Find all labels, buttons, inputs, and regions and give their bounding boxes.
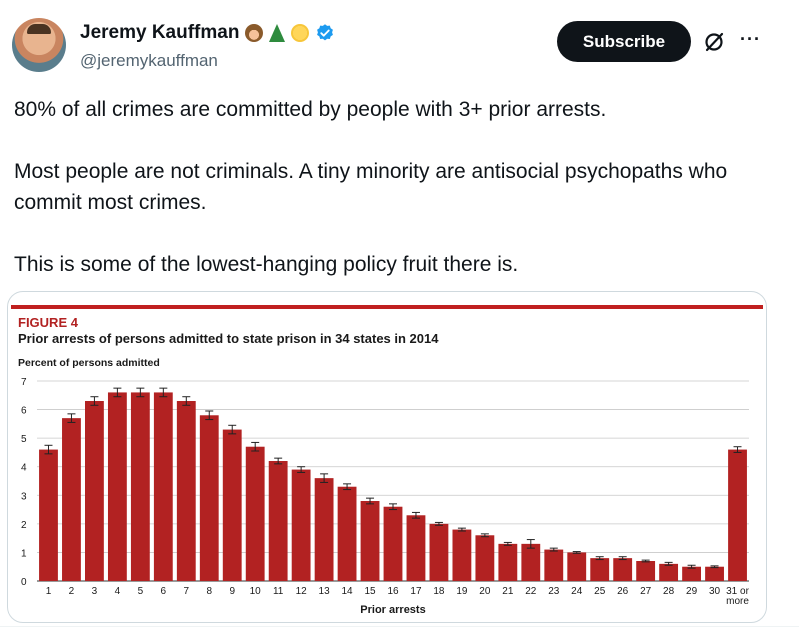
x-tick-label: 15: [364, 586, 376, 597]
tree-emoji: [269, 24, 286, 42]
bar-2: [62, 418, 81, 581]
chart-title: Prior arrests of persons admitted to sta…: [18, 331, 439, 346]
bar-6: [153, 392, 173, 581]
verified-badge-icon[interactable]: [315, 23, 335, 43]
x-tick-label: 1: [46, 586, 52, 597]
bar-12: [291, 469, 311, 581]
x-tick-label: 12: [296, 586, 308, 597]
x-tick-label: 14: [342, 586, 354, 597]
author-name[interactable]: Jeremy Kauffman: [80, 22, 240, 43]
bar-5: [130, 392, 150, 581]
divider: [0, 626, 799, 627]
bar-1: [39, 449, 58, 581]
x-axis-label: Prior arrests: [360, 604, 425, 616]
x-tick-label: more: [726, 596, 749, 607]
bar-9: [222, 429, 242, 581]
y-tick-label: 2: [21, 520, 27, 531]
bar-27: [636, 561, 656, 581]
y-tick-label: 4: [21, 463, 27, 474]
x-tick-label: 21: [502, 586, 514, 597]
bar-22: [521, 543, 541, 581]
tweet-media-chart[interactable]: FIGURE 4 Prior arrests of persons admitt…: [7, 291, 767, 623]
bar-16: [383, 506, 403, 581]
hedgehog-emoji: [245, 24, 264, 42]
y-tick-label: 5: [21, 434, 27, 445]
y-tick-label: 7: [21, 377, 27, 388]
bar-18: [429, 523, 449, 581]
grok-icon[interactable]: [702, 30, 726, 54]
x-tick-label: 23: [548, 586, 560, 597]
x-tick-label: 11: [273, 586, 284, 597]
bar-11: [268, 461, 288, 581]
x-tick-label: 10: [250, 586, 262, 597]
bar-24: [567, 552, 587, 581]
bar-7: [176, 401, 196, 581]
bar-29: [682, 566, 701, 581]
x-tick-label: 27: [640, 586, 652, 597]
bar-19: [452, 529, 472, 581]
x-tick-label: 20: [479, 586, 491, 597]
bar-30: [705, 566, 724, 581]
sun-emoji: [291, 24, 310, 42]
bar-26: [613, 558, 633, 581]
y-axis-label: Percent of persons admitted: [18, 357, 160, 369]
avatar[interactable]: [12, 18, 66, 72]
tweet-text: 80% of all crimes are committed by peopl…: [14, 94, 784, 280]
x-tick-label: 9: [229, 586, 235, 597]
author-name-row: Jeremy Kauffman: [80, 22, 335, 44]
y-tick-label: 0: [21, 577, 27, 588]
bar-28: [659, 563, 679, 581]
x-tick-label: 5: [138, 586, 144, 597]
x-tick-label: 26: [617, 586, 629, 597]
x-tick-label: 16: [387, 586, 399, 597]
more-options-icon[interactable]: ···: [740, 29, 761, 49]
x-tick-label: 8: [206, 586, 212, 597]
bar-17: [406, 515, 426, 581]
bar-10: [245, 446, 265, 581]
x-tick-label: 29: [686, 586, 698, 597]
x-tick-label: 7: [184, 586, 190, 597]
x-tick-label: 3: [92, 586, 98, 597]
x-tick-label: 24: [571, 586, 583, 597]
bar-14: [337, 486, 357, 581]
bar-20: [475, 535, 495, 581]
x-tick-label: 25: [594, 586, 606, 597]
bar-3: [85, 401, 104, 581]
bar-23: [544, 549, 564, 581]
x-tick-label: 19: [456, 586, 468, 597]
bar-13: [314, 478, 334, 581]
x-tick-label: 4: [115, 586, 121, 597]
x-tick-label: 18: [433, 586, 445, 597]
x-tick-label: 28: [663, 586, 675, 597]
bar-15: [360, 501, 380, 581]
prior-arrests-chart: FIGURE 4 Prior arrests of persons admitt…: [11, 305, 763, 616]
x-tick-label: 13: [319, 586, 331, 597]
x-tick-label: 2: [69, 586, 75, 597]
tweet-paragraph: Most people are not criminals. A tiny mi…: [14, 160, 728, 214]
author-handle[interactable]: @jeremykauffman: [80, 51, 218, 70]
bar-8: [199, 415, 219, 581]
x-tick-label: 6: [161, 586, 167, 597]
x-tick-label: 30: [709, 586, 721, 597]
figure-label: FIGURE 4: [18, 315, 79, 330]
x-tick-label: 17: [410, 586, 422, 597]
y-tick-label: 1: [21, 548, 27, 559]
tweet-paragraph: This is some of the lowest-hanging polic…: [14, 253, 519, 276]
bar-25: [590, 558, 610, 581]
tweet-paragraph: 80% of all crimes are committed by peopl…: [14, 98, 607, 121]
x-tick-label: 31 or: [726, 586, 749, 597]
bar-4: [107, 392, 127, 581]
subscribe-button[interactable]: Subscribe: [557, 21, 691, 62]
bar-31-or-more: [728, 449, 747, 581]
chart-top-rule: [11, 305, 763, 309]
y-tick-label: 3: [21, 491, 27, 502]
x-tick-label: 22: [525, 586, 537, 597]
y-tick-label: 6: [21, 406, 27, 417]
bar-21: [498, 543, 518, 581]
